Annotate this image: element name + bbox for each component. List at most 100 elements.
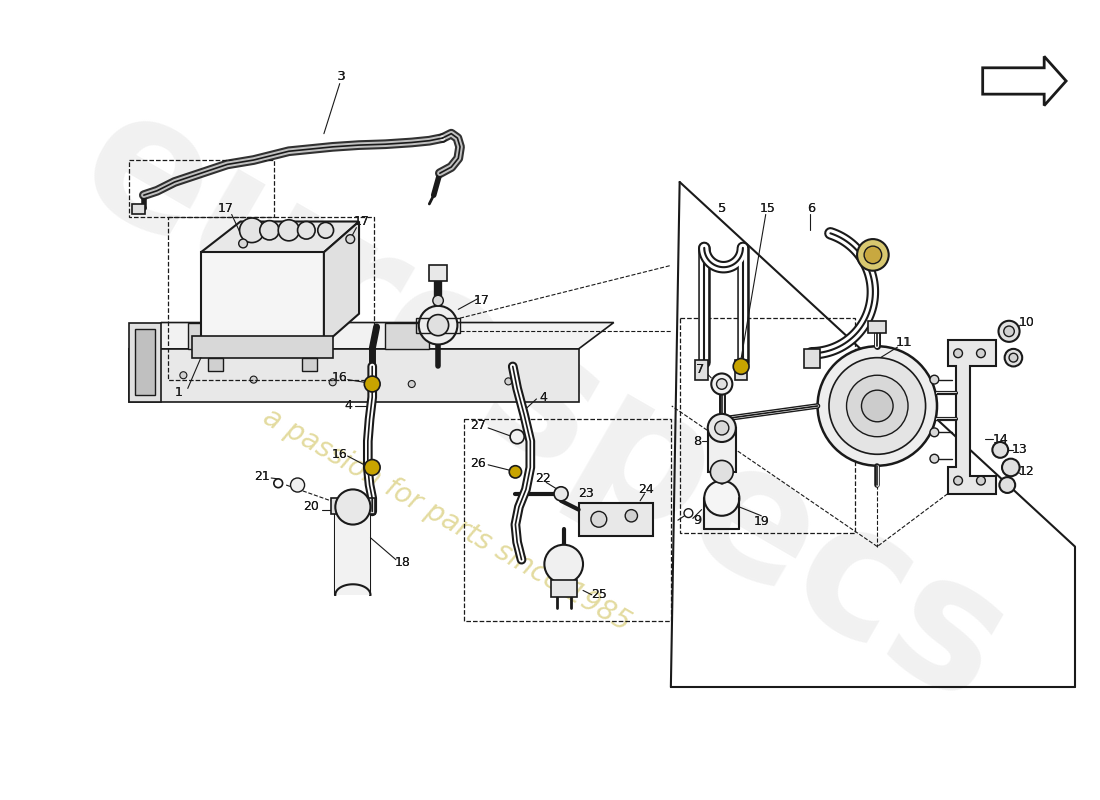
Text: 19: 19 [754,515,769,529]
Text: 5: 5 [717,202,726,215]
Circle shape [930,375,938,384]
Text: 11: 11 [895,336,912,350]
Circle shape [865,246,882,264]
Circle shape [1004,326,1014,337]
Circle shape [239,239,248,248]
Bar [464,419,671,621]
Polygon shape [129,322,162,402]
Text: 23: 23 [578,487,594,500]
Text: 16: 16 [332,371,348,384]
Circle shape [711,461,734,483]
Polygon shape [385,322,429,349]
Text: 8: 8 [693,434,701,448]
Bar [429,266,447,282]
Text: 17: 17 [354,215,370,228]
Circle shape [977,349,986,358]
Bar [680,318,856,534]
Text: 3: 3 [338,70,345,83]
Text: 25: 25 [591,588,607,602]
Polygon shape [336,507,371,595]
Circle shape [318,222,333,238]
Circle shape [260,221,279,240]
Circle shape [684,509,693,518]
Text: 8: 8 [693,434,702,448]
Text: 10: 10 [1019,316,1034,329]
Bar [167,217,374,380]
Text: 4: 4 [344,399,352,413]
Text: 22: 22 [536,471,551,485]
Text: 4: 4 [540,390,548,404]
Circle shape [1000,477,1015,493]
Text: 6: 6 [807,202,815,215]
Text: 17: 17 [218,202,233,215]
Circle shape [554,486,568,501]
Polygon shape [947,340,996,494]
Text: 18: 18 [395,556,411,569]
Bar [416,318,460,333]
Text: 12: 12 [1019,466,1034,478]
Circle shape [861,390,893,422]
Text: 13: 13 [1012,443,1027,456]
Circle shape [1002,458,1020,476]
Bar [550,580,576,598]
Circle shape [505,378,512,385]
Text: 20: 20 [302,501,319,514]
Text: 9: 9 [693,514,702,526]
Bar [579,502,653,536]
Text: 27: 27 [470,418,485,432]
Circle shape [290,478,305,492]
Text: 26: 26 [470,457,485,470]
Polygon shape [129,322,614,349]
Circle shape [829,358,925,454]
Text: 7: 7 [695,362,704,375]
Text: 22: 22 [536,471,551,485]
Circle shape [510,430,525,444]
Circle shape [817,346,937,466]
Text: 5: 5 [718,202,726,215]
Text: 24: 24 [638,483,654,496]
Text: 7: 7 [696,362,704,375]
Circle shape [179,372,187,378]
Circle shape [977,476,986,485]
Circle shape [734,358,749,374]
Circle shape [625,510,638,522]
Text: 23: 23 [578,487,594,500]
Circle shape [704,481,739,516]
Circle shape [712,374,733,394]
Polygon shape [201,222,359,252]
Circle shape [364,459,381,475]
Text: 1: 1 [175,386,183,399]
Circle shape [345,234,354,243]
Text: 1: 1 [175,386,183,399]
Polygon shape [301,358,317,371]
Bar [129,160,274,217]
Circle shape [278,220,299,241]
Text: 11: 11 [895,336,912,350]
Text: 4: 4 [540,390,548,404]
Polygon shape [188,322,228,349]
Text: 16: 16 [332,448,348,461]
Text: 26: 26 [470,457,485,470]
Circle shape [954,476,962,485]
Circle shape [591,511,607,527]
Polygon shape [135,329,155,395]
Polygon shape [982,56,1066,106]
Bar [132,204,145,214]
Polygon shape [323,222,359,345]
Text: 14: 14 [992,433,1008,446]
Circle shape [419,306,458,345]
Text: 13: 13 [1012,443,1027,456]
Circle shape [930,454,938,463]
Text: 16: 16 [332,448,348,461]
Text: 15: 15 [759,202,775,215]
Text: 19: 19 [754,515,769,529]
Text: 20: 20 [302,501,319,514]
Circle shape [364,376,381,392]
Text: 15: 15 [759,202,775,215]
Circle shape [336,490,371,525]
Circle shape [1004,349,1022,366]
Circle shape [298,222,315,239]
Circle shape [274,479,283,488]
Bar [869,321,887,333]
Text: 27: 27 [470,418,485,432]
